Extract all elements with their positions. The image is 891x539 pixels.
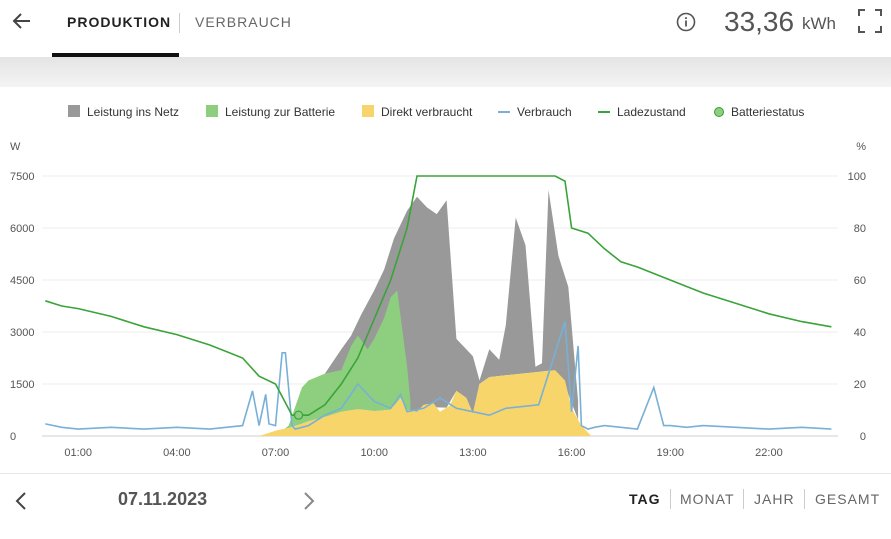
tab-production[interactable]: PRODUKTION xyxy=(67,14,172,30)
total-energy-value: 33,36 xyxy=(724,6,795,37)
period-year[interactable]: JAHR xyxy=(754,491,795,507)
period-divider xyxy=(804,489,805,509)
legend-swatch xyxy=(206,105,218,117)
state-of-charge-line xyxy=(45,175,832,416)
y-tick-right: 20 xyxy=(854,379,866,391)
total-energy-unit: kWh xyxy=(802,14,836,33)
x-tick-label: 10:00 xyxy=(360,447,388,459)
x-tick-label: 04:00 xyxy=(163,447,191,459)
chevron-right-icon[interactable] xyxy=(300,490,318,512)
x-tick-label: 19:00 xyxy=(656,447,684,459)
x-tick-label: 22:00 xyxy=(755,447,783,459)
legend-battery-status[interactable]: Batteriestatus xyxy=(714,105,804,119)
battery-status-point xyxy=(293,410,304,420)
tab-divider xyxy=(179,13,180,33)
period-divider xyxy=(670,489,671,509)
footer-bar: 07.11.2023 TAG MONAT JAHR GESAMT xyxy=(0,473,891,539)
period-day[interactable]: TAG xyxy=(629,491,661,507)
y-tick-left: 0 xyxy=(10,431,16,443)
y-axis-unit-right: % xyxy=(856,141,866,153)
period-month[interactable]: MONAT xyxy=(680,491,735,507)
top-bar: PRODUKTION VERBRAUCH 33,36 kWh xyxy=(0,0,891,57)
direct-use-area xyxy=(259,370,592,436)
y-tick-right: 100 xyxy=(848,171,866,183)
y-tick-left: 7500 xyxy=(10,171,34,183)
legend-label: Direkt verbraucht xyxy=(381,105,473,119)
legend-swatch xyxy=(362,105,374,117)
back-arrow-icon[interactable] xyxy=(10,10,32,32)
legend-state-of-charge[interactable]: Ladezustand xyxy=(598,105,686,119)
active-tab-indicator xyxy=(52,53,179,57)
date-label[interactable]: 07.11.2023 xyxy=(118,489,208,509)
legend-direct-use[interactable]: Direkt verbraucht xyxy=(362,105,472,119)
production-chart: 0 1500 3000 4500 6000 7500 0 20 40 60 80 100 W % 01:00… xyxy=(10,141,866,459)
separator-band xyxy=(0,57,891,87)
legend-swatch xyxy=(68,105,80,117)
y-tick-right: 40 xyxy=(854,327,866,339)
legend-label: Ladezustand xyxy=(617,105,686,119)
x-tick-label: 16:00 xyxy=(558,447,586,459)
legend-battery-charge[interactable]: Leistung zur Batterie xyxy=(206,105,335,119)
x-tick-label: 13:00 xyxy=(459,447,487,459)
tab-consumption[interactable]: VERBRAUCH xyxy=(195,14,292,30)
y-tick-left: 1500 xyxy=(10,379,34,391)
y-tick-left: 6000 xyxy=(10,223,34,235)
info-icon[interactable] xyxy=(676,12,696,32)
period-total[interactable]: GESAMT xyxy=(815,491,881,507)
chevron-left-icon[interactable] xyxy=(12,490,30,512)
x-tick-label: 07:00 xyxy=(262,447,290,459)
period-divider xyxy=(743,489,744,509)
legend-consumption[interactable]: Verbrauch xyxy=(498,105,572,119)
y-tick-right: 80 xyxy=(854,223,866,235)
legend-label: Batteriestatus xyxy=(731,105,805,119)
legend-label: Verbrauch xyxy=(517,105,572,119)
consumption-line xyxy=(45,321,832,430)
legend-label: Leistung ins Netz xyxy=(87,105,180,119)
legend-swatch xyxy=(598,111,610,113)
legend-swatch xyxy=(714,107,724,117)
legend-grid-feed[interactable]: Leistung ins Netz xyxy=(68,105,179,119)
y-tick-right: 60 xyxy=(854,275,866,287)
legend-swatch xyxy=(498,111,510,113)
battery-charge-area xyxy=(275,290,411,436)
x-tick-label: 01:00 xyxy=(64,447,92,459)
y-tick-left: 4500 xyxy=(10,275,34,287)
chart-card: Leistung ins Netz Leistung zur Batterie … xyxy=(0,87,891,473)
y-tick-right: 0 xyxy=(860,431,866,443)
legend-label: Leistung zur Batterie xyxy=(225,105,336,119)
fullscreen-icon[interactable] xyxy=(857,8,883,34)
y-axis-unit-left: W xyxy=(10,141,21,153)
y-tick-left: 3000 xyxy=(10,327,34,339)
